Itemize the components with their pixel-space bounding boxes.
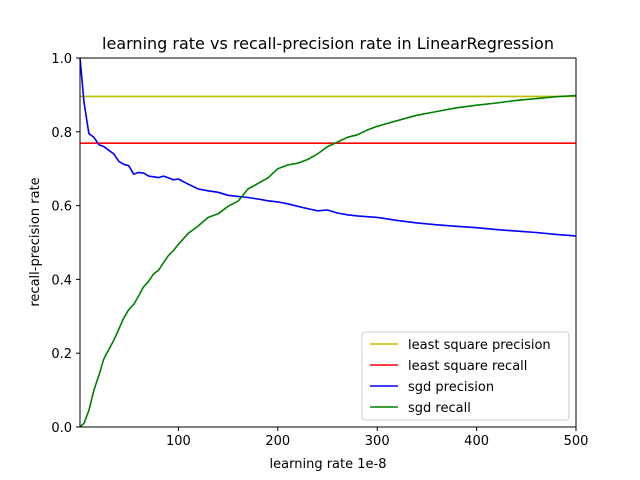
x-tick-label: 100 [166, 434, 191, 449]
y-tick-label: 0.8 [51, 126, 72, 141]
x-tick-label: 500 [564, 434, 589, 449]
x-tick-label: 300 [365, 434, 390, 449]
y-tick-label: 0.2 [51, 347, 72, 362]
legend-label-2: sgd precision [408, 380, 494, 395]
series-layer [79, 57, 577, 428]
series-line-2 [79, 57, 577, 237]
y-tick-label: 1.0 [51, 52, 72, 67]
x-tick-label: 200 [265, 434, 290, 449]
y-axis-label: recall-precision rate [28, 177, 43, 306]
legend-label-3: sgd recall [408, 401, 471, 416]
legend-label-0: least square precision [408, 338, 551, 353]
series-line-3 [79, 94, 577, 428]
x-axis-label: learning rate 1e-8 [270, 457, 387, 472]
y-tick-label: 0.0 [51, 421, 72, 436]
plot-frame [79, 57, 577, 428]
legend: least square precision least square recal… [361, 331, 570, 421]
y-tick-label: 0.4 [51, 273, 72, 288]
chart-title: learning rate vs recall-precision rate i… [102, 34, 554, 53]
legend-label-1: least square recall [408, 359, 527, 374]
legend-box [361, 331, 570, 421]
axes-layer: 100 200 300 400 500 0.0 0.2 0.4 0.6 0.8 1.0 [51, 52, 588, 449]
x-tick-label: 400 [464, 434, 489, 449]
y-tick-label: 0.6 [51, 200, 72, 215]
